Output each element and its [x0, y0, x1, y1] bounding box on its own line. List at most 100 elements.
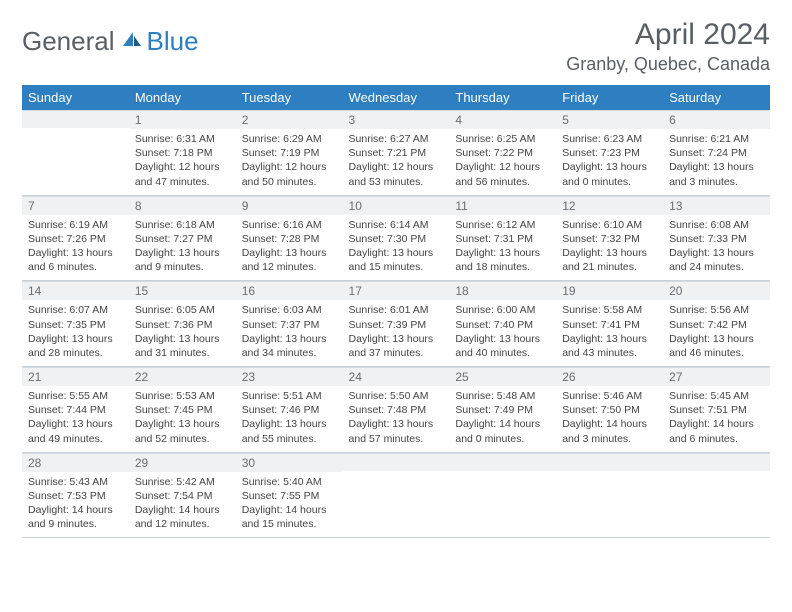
day-number: 17 [343, 281, 450, 300]
sunrise-line: Sunrise: 5:58 AM [562, 303, 657, 317]
sunrise-line: Sunrise: 6:27 AM [349, 132, 444, 146]
day-number: 25 [449, 367, 556, 386]
day-number: 8 [129, 196, 236, 215]
daylight-line: Daylight: 13 hours [669, 246, 764, 260]
sunset-line: Sunset: 7:48 PM [349, 403, 444, 417]
calendar-day-cell: 28Sunrise: 5:43 AMSunset: 7:53 PMDayligh… [22, 452, 129, 538]
daylight-line: and 0 minutes. [562, 175, 657, 189]
daylight-line: Daylight: 13 hours [28, 332, 123, 346]
sunrise-line: Sunrise: 5:56 AM [669, 303, 764, 317]
day-number: 13 [663, 196, 770, 215]
calendar-day-cell: 3Sunrise: 6:27 AMSunset: 7:21 PMDaylight… [343, 110, 450, 195]
month-title: April 2024 [566, 18, 770, 52]
calendar-week-row: 14Sunrise: 6:07 AMSunset: 7:35 PMDayligh… [22, 281, 770, 367]
sunset-line: Sunset: 7:22 PM [455, 146, 550, 160]
logo: General Blue [22, 26, 199, 57]
daylight-line: Daylight: 14 hours [242, 503, 337, 517]
day-number: 18 [449, 281, 556, 300]
daylight-line: Daylight: 13 hours [455, 332, 550, 346]
calendar-week-row: 1Sunrise: 6:31 AMSunset: 7:18 PMDaylight… [22, 110, 770, 195]
daylight-line: and 6 minutes. [669, 432, 764, 446]
logo-sail-icon [121, 28, 143, 55]
day-number: 5 [556, 110, 663, 129]
daylight-line: Daylight: 12 hours [349, 160, 444, 174]
calendar-day-cell: 2Sunrise: 6:29 AMSunset: 7:19 PMDaylight… [236, 110, 343, 195]
sunrise-line: Sunrise: 5:42 AM [135, 475, 230, 489]
day-details: Sunrise: 6:31 AMSunset: 7:18 PMDaylight:… [129, 129, 236, 195]
sunrise-line: Sunrise: 6:18 AM [135, 218, 230, 232]
calendar-day-cell: 1Sunrise: 6:31 AMSunset: 7:18 PMDaylight… [129, 110, 236, 195]
weekday-header: Saturday [663, 85, 770, 110]
day-details: Sunrise: 5:45 AMSunset: 7:51 PMDaylight:… [663, 386, 770, 452]
day-details: Sunrise: 6:18 AMSunset: 7:27 PMDaylight:… [129, 215, 236, 281]
day-details: Sunrise: 6:05 AMSunset: 7:36 PMDaylight:… [129, 300, 236, 366]
day-details: Sunrise: 6:12 AMSunset: 7:31 PMDaylight:… [449, 215, 556, 281]
sunset-line: Sunset: 7:33 PM [669, 232, 764, 246]
daylight-line: Daylight: 13 hours [349, 417, 444, 431]
weekday-header: Wednesday [343, 85, 450, 110]
sunrise-line: Sunrise: 5:43 AM [28, 475, 123, 489]
daylight-line: Daylight: 13 hours [562, 246, 657, 260]
day-details: Sunrise: 6:23 AMSunset: 7:23 PMDaylight:… [556, 129, 663, 195]
sunrise-line: Sunrise: 6:01 AM [349, 303, 444, 317]
day-details: Sunrise: 6:08 AMSunset: 7:33 PMDaylight:… [663, 215, 770, 281]
daylight-line: Daylight: 13 hours [242, 246, 337, 260]
sunset-line: Sunset: 7:28 PM [242, 232, 337, 246]
day-details: Sunrise: 6:27 AMSunset: 7:21 PMDaylight:… [343, 129, 450, 195]
day-number [556, 453, 663, 471]
daylight-line: and 31 minutes. [135, 346, 230, 360]
calendar-day-cell: 19Sunrise: 5:58 AMSunset: 7:41 PMDayligh… [556, 281, 663, 367]
daylight-line: and 37 minutes. [349, 346, 444, 360]
sunset-line: Sunset: 7:26 PM [28, 232, 123, 246]
sunset-line: Sunset: 7:31 PM [455, 232, 550, 246]
day-details: Sunrise: 5:40 AMSunset: 7:55 PMDaylight:… [236, 472, 343, 538]
daylight-line: Daylight: 14 hours [28, 503, 123, 517]
day-details: Sunrise: 6:00 AMSunset: 7:40 PMDaylight:… [449, 300, 556, 366]
weekday-header: Friday [556, 85, 663, 110]
sunrise-line: Sunrise: 5:45 AM [669, 389, 764, 403]
day-number: 29 [129, 453, 236, 472]
daylight-line: Daylight: 13 hours [562, 332, 657, 346]
daylight-line: Daylight: 13 hours [28, 246, 123, 260]
daylight-line: Daylight: 14 hours [135, 503, 230, 517]
daylight-line: Daylight: 14 hours [562, 417, 657, 431]
weekday-header: Tuesday [236, 85, 343, 110]
sunset-line: Sunset: 7:27 PM [135, 232, 230, 246]
calendar-day-cell: 9Sunrise: 6:16 AMSunset: 7:28 PMDaylight… [236, 195, 343, 281]
day-number: 9 [236, 196, 343, 215]
calendar-day-cell: 5Sunrise: 6:23 AMSunset: 7:23 PMDaylight… [556, 110, 663, 195]
daylight-line: and 3 minutes. [669, 175, 764, 189]
location-label: Granby, Quebec, Canada [566, 54, 770, 75]
calendar-day-cell: 11Sunrise: 6:12 AMSunset: 7:31 PMDayligh… [449, 195, 556, 281]
sunset-line: Sunset: 7:55 PM [242, 489, 337, 503]
sunrise-line: Sunrise: 6:08 AM [669, 218, 764, 232]
title-block: April 2024 Granby, Quebec, Canada [566, 18, 770, 75]
calendar-day-cell: 12Sunrise: 6:10 AMSunset: 7:32 PMDayligh… [556, 195, 663, 281]
calendar-day-cell: 20Sunrise: 5:56 AMSunset: 7:42 PMDayligh… [663, 281, 770, 367]
calendar-header-row: SundayMondayTuesdayWednesdayThursdayFrid… [22, 85, 770, 110]
weekday-header: Sunday [22, 85, 129, 110]
sunrise-line: Sunrise: 6:05 AM [135, 303, 230, 317]
daylight-line: Daylight: 13 hours [562, 160, 657, 174]
daylight-line: and 46 minutes. [669, 346, 764, 360]
day-number: 23 [236, 367, 343, 386]
day-details: Sunrise: 6:29 AMSunset: 7:19 PMDaylight:… [236, 129, 343, 195]
day-details: Sunrise: 6:03 AMSunset: 7:37 PMDaylight:… [236, 300, 343, 366]
sunset-line: Sunset: 7:30 PM [349, 232, 444, 246]
calendar-day-cell: 13Sunrise: 6:08 AMSunset: 7:33 PMDayligh… [663, 195, 770, 281]
calendar-day-cell [343, 452, 450, 538]
daylight-line: Daylight: 13 hours [28, 417, 123, 431]
calendar-week-row: 21Sunrise: 5:55 AMSunset: 7:44 PMDayligh… [22, 367, 770, 453]
day-number: 22 [129, 367, 236, 386]
daylight-line: and 40 minutes. [455, 346, 550, 360]
day-number: 10 [343, 196, 450, 215]
sunset-line: Sunset: 7:45 PM [135, 403, 230, 417]
calendar-day-cell [449, 452, 556, 538]
daylight-line: and 56 minutes. [455, 175, 550, 189]
daylight-line: and 15 minutes. [349, 260, 444, 274]
sunset-line: Sunset: 7:37 PM [242, 318, 337, 332]
sunset-line: Sunset: 7:44 PM [28, 403, 123, 417]
day-number: 24 [343, 367, 450, 386]
day-details: Sunrise: 5:48 AMSunset: 7:49 PMDaylight:… [449, 386, 556, 452]
day-number: 20 [663, 281, 770, 300]
